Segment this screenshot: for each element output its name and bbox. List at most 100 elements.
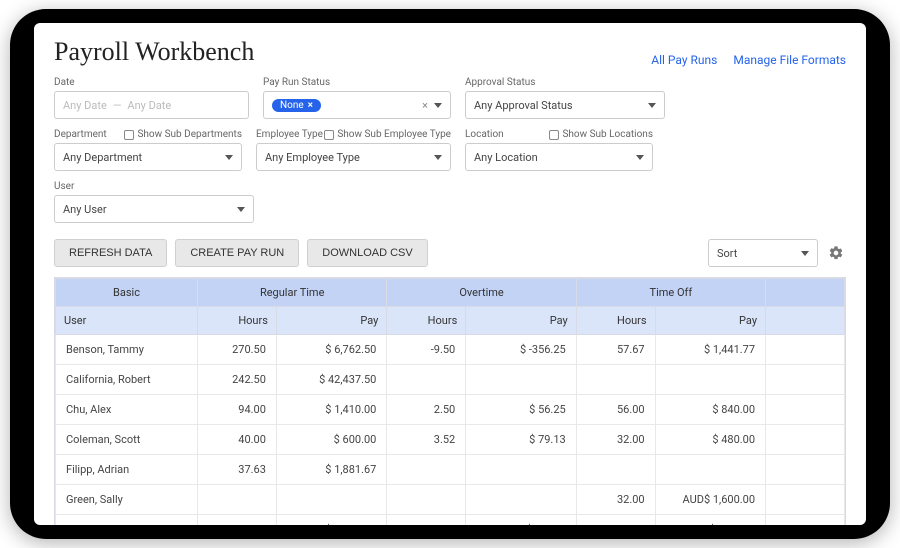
checkbox-show-sub-departments-label: Show Sub Departments (137, 129, 242, 140)
cell-ot-pay (466, 365, 576, 395)
cell-reg-pay (276, 485, 386, 515)
col-reg-pay[interactable]: Pay (276, 307, 386, 335)
cell-ot-pay (466, 485, 576, 515)
filter-approval-status: Approval Status Any Approval Status (465, 77, 665, 119)
select-department-value: Any Department (63, 151, 142, 164)
cell-reg-pay: $ 1,881.67 (276, 455, 386, 485)
checkbox-show-sub-employee-type-label: Show Sub Employee Type (337, 129, 451, 140)
checkbox-show-sub-locations[interactable]: Show Sub Locations (549, 129, 653, 140)
action-row: REFRESH DATA CREATE PAY RUN DOWNLOAD CSV… (54, 239, 846, 267)
table-row[interactable]: Filipp, Adrian37.63$ 1,881.67 (56, 455, 845, 485)
cell-to-hours: 32.00 (576, 485, 655, 515)
select-sort-value: Sort (717, 247, 737, 260)
chevron-down-icon (648, 103, 656, 108)
page-title: Payroll Workbench (54, 37, 254, 67)
cell-ot-pay: $ 56.25 (466, 395, 576, 425)
cell-reg-hours: 270.50 (198, 335, 277, 365)
select-user-value: Any User (63, 203, 107, 216)
table-row[interactable]: Benson, Tammy270.50$ 6,762.50-9.50$ -356… (56, 335, 845, 365)
select-pay-run-status[interactable]: None × × (263, 91, 451, 119)
table-row[interactable]: Hurley, Stan78.03$ 1,228.97-2.53$ -59.77… (56, 515, 845, 526)
col-reg-hours[interactable]: Hours (198, 307, 277, 335)
create-pay-run-button[interactable]: CREATE PAY RUN (175, 239, 299, 267)
cell-to-hours: 56.00 (576, 395, 655, 425)
col-group-timeoff: Time Off (576, 279, 765, 307)
cell-to-pay: $ 480.00 (655, 425, 765, 455)
checkbox-show-sub-employee-type[interactable]: Show Sub Employee Type (324, 129, 451, 140)
download-csv-button[interactable]: DOWNLOAD CSV (307, 239, 427, 267)
select-employee-type-value: Any Employee Type (265, 151, 360, 164)
clear-icon[interactable]: × (422, 99, 428, 112)
cell-ot-hours (387, 455, 466, 485)
select-user[interactable]: Any User (54, 195, 254, 223)
cell-reg-pay: $ 1,410.00 (276, 395, 386, 425)
select-approval-value: Any Approval Status (474, 99, 573, 112)
tablet-frame: Payroll Workbench All Pay Runs Manage Fi… (10, 9, 890, 539)
table-row[interactable]: Chu, Alex94.00$ 1,410.002.50$ 56.2556.00… (56, 395, 845, 425)
cell-user: California, Robert (56, 365, 198, 395)
select-department[interactable]: Any Department (54, 143, 242, 171)
cell-to-pay: $ 840.00 (655, 395, 765, 425)
cell-ot-hours: 2.50 (387, 395, 466, 425)
col-user[interactable]: User (56, 307, 198, 335)
payroll-table-wrap: Basic Regular Time Overtime Time Off Use… (54, 277, 846, 525)
gear-icon[interactable] (826, 243, 846, 263)
chip-none[interactable]: None × (272, 99, 321, 112)
cell-user: Hurley, Stan (56, 515, 198, 526)
filter-location-label: Location (465, 129, 504, 140)
chip-close-icon[interactable]: × (308, 100, 313, 111)
checkbox-show-sub-departments[interactable]: Show Sub Departments (124, 129, 242, 140)
date-range-input[interactable]: Any Date — Any Date (54, 91, 249, 119)
link-manage-file-formats[interactable]: Manage File Formats (733, 53, 846, 67)
cell-user: Benson, Tammy (56, 335, 198, 365)
col-to-pay[interactable]: Pay (655, 307, 765, 335)
cell-user: Green, Sally (56, 485, 198, 515)
cell-blank (766, 425, 845, 455)
title-bar: Payroll Workbench All Pay Runs Manage Fi… (54, 37, 846, 67)
cell-ot-pay: $ -356.25 (466, 335, 576, 365)
cell-reg-hours: 242.50 (198, 365, 277, 395)
table-row[interactable]: Coleman, Scott40.00$ 600.003.52$ 79.1332… (56, 425, 845, 455)
link-all-pay-runs[interactable]: All Pay Runs (651, 53, 717, 67)
date-to-placeholder: Any Date (127, 99, 171, 112)
filter-location: Location Show Sub Locations Any Location (465, 129, 653, 171)
cell-ot-pay: $ -59.77 (466, 515, 576, 526)
select-location-value: Any Location (474, 151, 538, 164)
cell-reg-hours (198, 485, 277, 515)
filter-date-label: Date (54, 77, 75, 88)
col-to-hours[interactable]: Hours (576, 307, 655, 335)
select-approval-status[interactable]: Any Approval Status (465, 91, 665, 119)
chevron-down-icon (636, 155, 644, 160)
col-group-regular: Regular Time (198, 279, 387, 307)
cell-ot-hours (387, 365, 466, 395)
cell-blank (766, 515, 845, 526)
select-sort[interactable]: Sort (708, 239, 818, 267)
table-row[interactable]: Green, Sally32.00AUD$ 1,600.00 (56, 485, 845, 515)
chevron-down-icon (237, 207, 245, 212)
screen: Payroll Workbench All Pay Runs Manage Fi… (34, 23, 866, 525)
table-row[interactable]: California, Robert242.50$ 42,437.50 (56, 365, 845, 395)
cell-to-pay (655, 455, 765, 485)
filter-user-label: User (54, 181, 74, 192)
col-ot-hours[interactable]: Hours (387, 307, 466, 335)
refresh-data-button[interactable]: REFRESH DATA (54, 239, 167, 267)
cell-user: Filipp, Adrian (56, 455, 198, 485)
chip-none-label: None (280, 100, 304, 111)
cell-to-hours: 57.67 (576, 335, 655, 365)
filter-employee-type-label: Employee Type (256, 129, 323, 140)
filter-payrun-label: Pay Run Status (263, 77, 330, 88)
cell-user: Coleman, Scott (56, 425, 198, 455)
cell-ot-hours: -9.50 (387, 335, 466, 365)
cell-to-pay (655, 365, 765, 395)
cell-to-hours: -10.31 (576, 515, 655, 526)
payroll-table: Basic Regular Time Overtime Time Off Use… (55, 278, 845, 525)
col-blank (766, 307, 845, 335)
cell-reg-pay: $ 600.00 (276, 425, 386, 455)
select-location[interactable]: Any Location (465, 143, 653, 171)
cell-to-hours: 32.00 (576, 425, 655, 455)
select-employee-type[interactable]: Any Employee Type (256, 143, 451, 171)
cell-to-hours (576, 455, 655, 485)
cell-reg-hours: 37.63 (198, 455, 277, 485)
filter-pay-run-status: Pay Run Status None × × (263, 77, 451, 119)
col-ot-pay[interactable]: Pay (466, 307, 576, 335)
